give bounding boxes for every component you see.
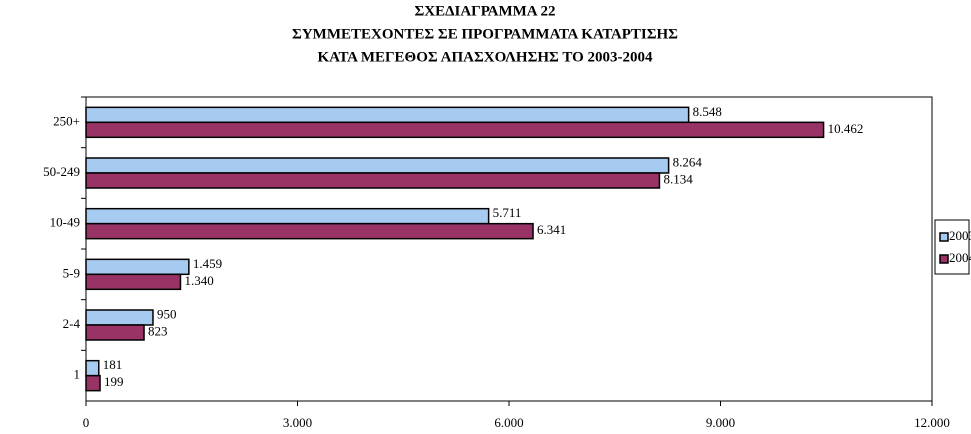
chart-title: ΣΧΕΔΙΑΓΡΑΜΜΑ 22 bbox=[414, 3, 555, 19]
legend-label: 2003 bbox=[949, 228, 971, 243]
bar bbox=[85, 172, 661, 189]
bar bbox=[85, 309, 154, 326]
value-label: 1.459 bbox=[193, 256, 222, 271]
plot-area bbox=[85, 96, 933, 402]
value-label: 1.340 bbox=[184, 273, 213, 288]
bar bbox=[85, 324, 145, 341]
x-tick-label: 9.000 bbox=[706, 415, 735, 430]
legend-swatch bbox=[939, 232, 949, 242]
value-label: 181 bbox=[103, 357, 123, 372]
x-tick-label: 6.000 bbox=[494, 415, 523, 430]
legend-swatch bbox=[939, 254, 949, 264]
x-tick-label: 0 bbox=[83, 415, 90, 430]
y-tick-label: 250+ bbox=[53, 113, 80, 128]
bar bbox=[85, 258, 190, 276]
x-tick-label: 12.000 bbox=[914, 415, 950, 430]
x-tick-label: 3.000 bbox=[283, 415, 312, 430]
bar bbox=[85, 106, 690, 124]
y-tick-label: 10-49 bbox=[50, 215, 80, 230]
bar bbox=[85, 121, 825, 139]
y-tick-label: 1 bbox=[74, 367, 81, 382]
chart-title: ΣΥΜΜΕΤΕΧΟΝΤΕΣ ΣΕ ΠΡΟΓΡΑΜΜΑΤΑ ΚΑΤΑΡΤΙΣΗΣ bbox=[292, 26, 678, 42]
value-label: 6.341 bbox=[537, 222, 566, 237]
chart-title: ΚΑΤΑ ΜΕΓΕΘΟΣ ΑΠΑΣΧΟΛΗΣΗΣ ΤΟ 2003-2004 bbox=[318, 49, 653, 65]
value-label: 8.264 bbox=[673, 154, 703, 169]
legend bbox=[934, 219, 970, 275]
y-tick-label: 5-9 bbox=[63, 265, 80, 280]
value-label: 5.711 bbox=[493, 205, 522, 220]
bar bbox=[85, 207, 490, 225]
bar bbox=[85, 273, 182, 291]
value-label: 10.462 bbox=[828, 121, 864, 136]
bar bbox=[85, 157, 670, 174]
value-label: 950 bbox=[157, 306, 177, 321]
legend-label: 2004 bbox=[949, 250, 971, 265]
value-label: 823 bbox=[148, 323, 168, 338]
bar bbox=[85, 222, 534, 240]
y-tick-label: 50-249 bbox=[43, 164, 80, 179]
value-label: 8.134 bbox=[663, 171, 693, 186]
y-tick-label: 2-4 bbox=[63, 316, 81, 331]
bar bbox=[85, 374, 101, 392]
value-label: 8.548 bbox=[693, 104, 722, 119]
bar bbox=[85, 359, 100, 377]
value-label: 199 bbox=[104, 374, 124, 389]
